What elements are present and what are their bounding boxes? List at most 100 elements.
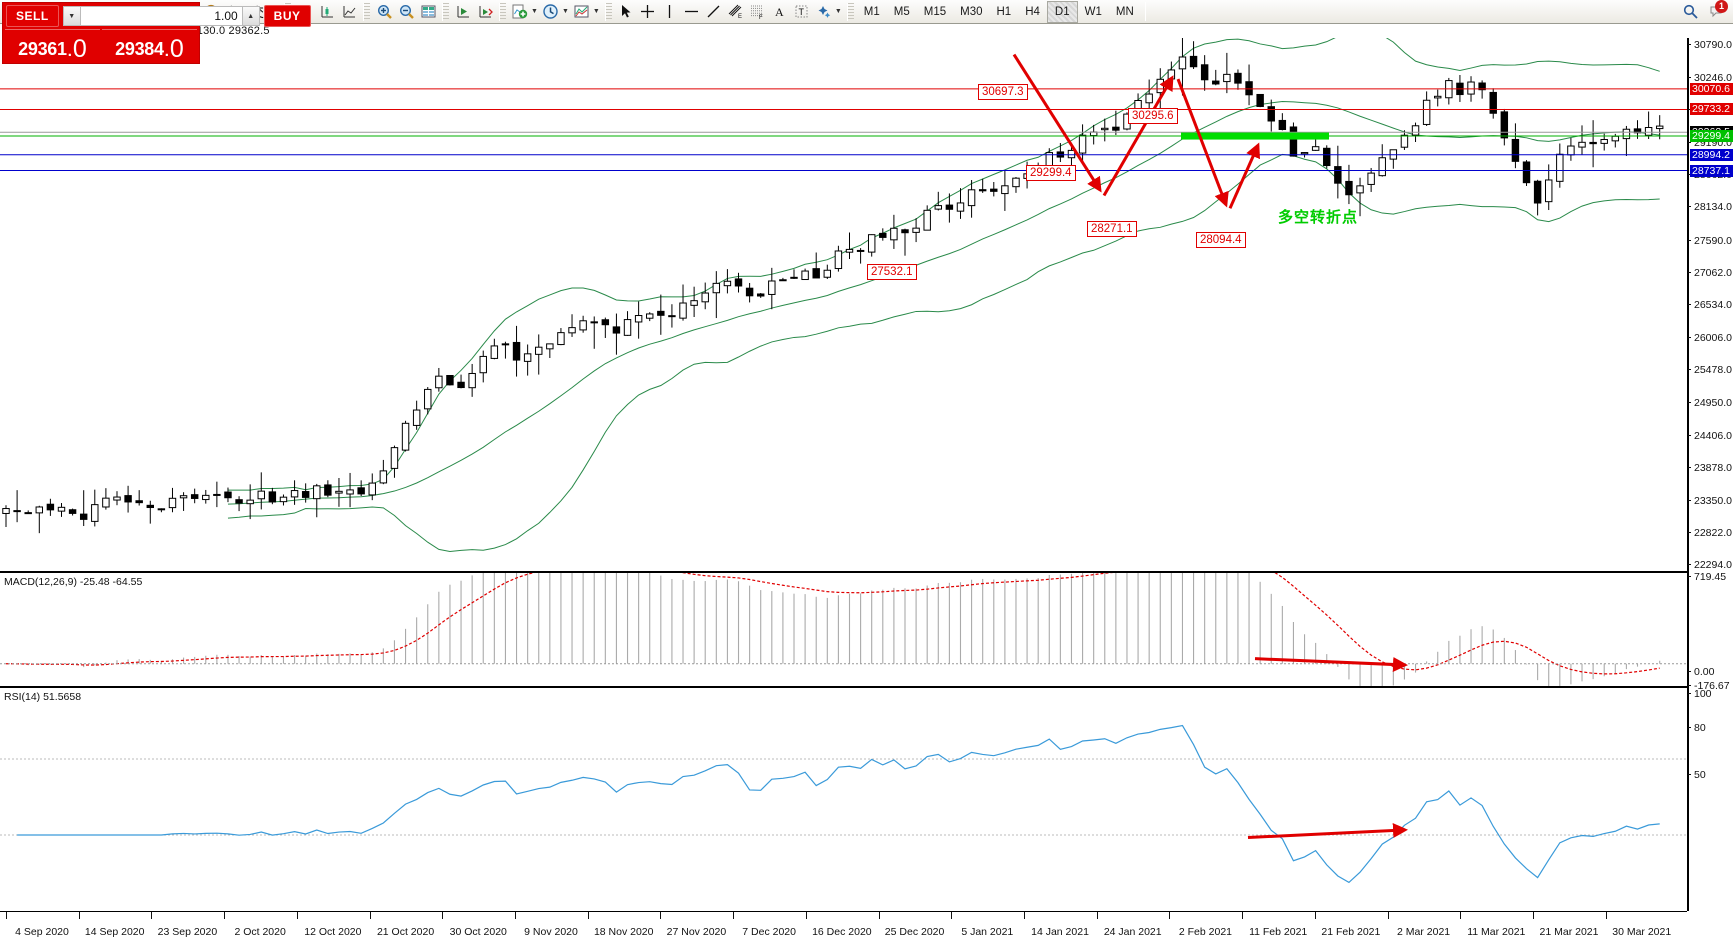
toolbar-button-shapes[interactable]: ▼ — [813, 1, 844, 23]
rsi-indicator-label: RSI(14) 51.5658 — [4, 691, 82, 703]
time-axis-tick — [78, 912, 80, 919]
toolbar-grip-drawing[interactable] — [604, 2, 612, 21]
price-axis-tick: 27590.0 — [1688, 236, 1732, 246]
volume-decrement-button[interactable]: ▼ — [63, 7, 81, 25]
chevron-down-icon[interactable]: ▼ — [592, 8, 600, 15]
toolbar-button-zoom-in[interactable] — [373, 1, 395, 23]
trade-panel-controls: SELL ▼ ▲ BUY — [3, 3, 311, 29]
chevron-down-icon[interactable]: ▼ — [531, 8, 538, 15]
toolbar-grip-zoom[interactable] — [363, 2, 371, 21]
time-axis-tick — [369, 912, 371, 919]
vertical-line-icon — [661, 3, 678, 20]
toolbar-button-zoom-out[interactable] — [395, 1, 417, 23]
toolbar-button-templates[interactable]: ▼ — [571, 1, 602, 23]
horizontal-level-lines[interactable] — [0, 88, 1687, 172]
buy-button[interactable]: BUY — [263, 5, 311, 27]
toolbar-button-crosshair[interactable] — [637, 1, 659, 23]
sell-price-fraction: 0 — [72, 35, 87, 63]
horizontal-line-icon — [683, 3, 700, 20]
toolbar-button-equidistant-channel[interactable]: E — [725, 1, 747, 23]
toolbar-button-cursor[interactable] — [615, 1, 637, 23]
trend-arrow-annotations[interactable] — [1012, 53, 1260, 209]
support-zone-highlight[interactable] — [1181, 132, 1329, 140]
crosshair-icon — [639, 3, 656, 20]
price-chart-canvas[interactable] — [0, 38, 1687, 571]
rsi-axis-tick: 50 — [1688, 770, 1706, 780]
candlestick-chart-icon — [319, 3, 336, 20]
price-annotation-swing-low[interactable]: 27532.1 — [867, 264, 917, 280]
timeframe-button-d1[interactable]: D1 — [1046, 0, 1078, 23]
chart-area[interactable]: MACD(12,26,9) -25.48 -64.55 RSI(14) 51.5… — [0, 38, 1733, 944]
price-annotation-swing-level[interactable]: 29299.4 — [1026, 165, 1076, 181]
toolbar-grip-timeframes[interactable] — [846, 2, 854, 21]
toolbar-grip-scroll[interactable] — [442, 2, 450, 21]
price-tag-level-line[interactable]: 28994.2 — [1690, 148, 1733, 161]
macd-chart-canvas[interactable] — [0, 573, 1687, 686]
time-axis-tick — [805, 912, 807, 919]
toolbar-grip-indicators[interactable] — [499, 2, 507, 21]
toolbar-button-vertical-line[interactable] — [659, 1, 681, 23]
price-scale-axis[interactable]: 30790.030246.029718.029190.028662.028134… — [1687, 38, 1733, 911]
volume-increment-button[interactable]: ▲ — [241, 7, 259, 25]
price-axis-tick: 30790.0 — [1688, 39, 1732, 50]
price-tag-support-line[interactable]: 29299.4 — [1690, 130, 1733, 143]
price-annotation-swing-high[interactable]: 30295.6 — [1128, 108, 1178, 124]
buy-price-main: 29384 — [115, 39, 164, 59]
time-axis-tick — [442, 912, 444, 919]
macd-rsi-divider — [0, 686, 1687, 688]
toolbar-search-button[interactable] — [1679, 1, 1701, 23]
price-annotation-swing-low[interactable]: 28094.4 — [1196, 232, 1246, 248]
toolbar-button-line-chart[interactable] — [338, 1, 360, 23]
toolbar-button-trendline[interactable] — [703, 1, 725, 23]
toolbar-button-text-label[interactable]: T — [791, 1, 813, 23]
toolbar-button-horizontal-line[interactable] — [681, 1, 703, 23]
time-axis-label: 2 Feb 2021 — [1178, 926, 1233, 938]
timeframe-button-m1[interactable]: M1 — [863, 5, 880, 18]
timeframe-button-w1[interactable]: W1 — [1084, 5, 1102, 18]
buy-price[interactable]: 29384 . 0 — [102, 29, 197, 62]
sell-button[interactable]: SELL — [6, 5, 59, 27]
chevron-down-icon[interactable]: ▼ — [561, 8, 569, 15]
price-tag-resistance-line[interactable]: 30070.6 — [1690, 82, 1733, 95]
toolbar-button-indicators[interactable]: ▼ — [509, 1, 540, 23]
price-annotation-swing-high[interactable]: 30697.3 — [978, 84, 1028, 100]
chinese-turning-point-note[interactable]: 多空转折点 — [1278, 209, 1359, 226]
time-axis-tick — [951, 912, 953, 919]
rsi-chart-canvas[interactable] — [0, 688, 1687, 911]
macd-trend-arrow[interactable] — [1254, 656, 1408, 672]
price-axis-tick: 26534.0 — [1688, 300, 1732, 311]
toolbar-button-text[interactable]: A — [769, 1, 791, 23]
toolbar-button-data-window[interactable] — [417, 1, 439, 23]
svg-text:A: A — [775, 5, 784, 19]
timeframe-button-mn[interactable]: MN — [1115, 5, 1134, 18]
period-icon — [542, 3, 559, 20]
toolbar-button-chart-shift[interactable] — [474, 1, 496, 23]
chevron-down-icon[interactable]: ▼ — [834, 8, 842, 15]
toolbar-button-fibonacci-retracement[interactable]: F — [747, 1, 769, 23]
volume-input[interactable] — [80, 7, 242, 25]
toolbar-button-candlestick-chart[interactable] — [316, 1, 338, 23]
toolbar-alerts-button[interactable]: 1 — [1705, 0, 1728, 23]
time-scale-axis[interactable]: 4 Sep 2020 14 Sep 2020 23 Sep 2020 2 Oct 20… — [0, 911, 1687, 944]
timeframe-button-m30[interactable]: M30 — [960, 5, 983, 18]
volume-stepper[interactable]: ▼ ▲ — [62, 6, 260, 26]
timeframe-button-h1[interactable]: H1 — [996, 5, 1012, 18]
timeframe-button-m15[interactable]: M15 — [923, 5, 947, 18]
time-axis-label: 7 Dec 2020 — [742, 926, 796, 938]
symbol-info-bar: ▲ JPN225-, Daily 29277.5 29427.5 29130.0… — [0, 24, 1733, 38]
price-axis-tick: 23878.0 — [1688, 463, 1732, 473]
candlestick-series[interactable] — [2, 38, 1664, 534]
svg-text:E: E — [738, 14, 742, 20]
sell-price-dot: . — [67, 43, 72, 60]
price-tag-resistance-line[interactable]: 29733.2 — [1690, 103, 1733, 116]
rsi-trend-arrow[interactable] — [1247, 822, 1408, 840]
price-annotation-swing-low[interactable]: 28271.1 — [1087, 221, 1137, 237]
auto-scroll-icon — [455, 3, 472, 20]
toolbar-button-period[interactable]: ▼ — [540, 1, 571, 23]
price-tag-level-line[interactable]: 28737.1 — [1690, 164, 1733, 177]
toolbar-button-auto-scroll[interactable] — [452, 1, 474, 23]
timeframe-button-h4[interactable]: H4 — [1025, 5, 1040, 18]
sell-price[interactable]: 29361 . 0 — [5, 29, 100, 63]
cursor-icon — [617, 3, 634, 20]
timeframe-button-m5[interactable]: M5 — [893, 5, 910, 18]
